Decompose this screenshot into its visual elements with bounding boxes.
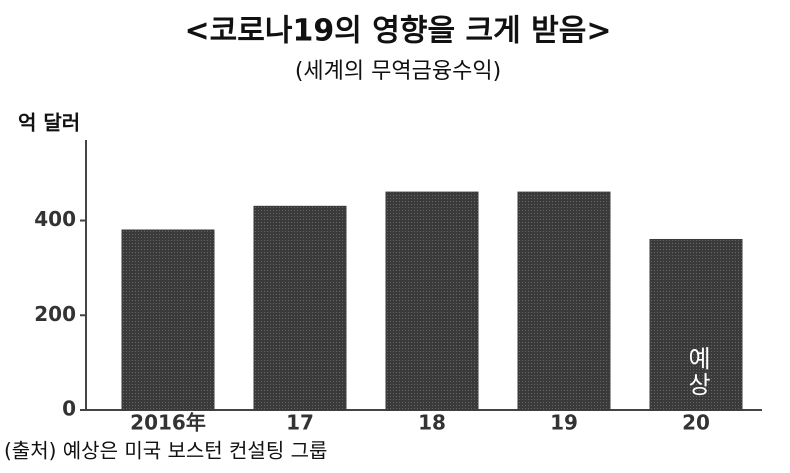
source-note: (출처) 예상은 미국 보스턴 컨설팅 그룹 xyxy=(4,439,327,463)
x-tick-label: 17 xyxy=(286,411,314,435)
x-tick-label: 19 xyxy=(550,411,578,435)
chart-subtitle: (세계의 무역금융수익) xyxy=(295,59,501,84)
chart-title: <코로나19의 영향을 크게 받음> xyxy=(185,14,612,49)
bar xyxy=(517,191,611,411)
y-tick-label: 200 xyxy=(34,302,76,326)
bar xyxy=(121,229,215,411)
y-tick-label: 0 xyxy=(62,397,76,421)
bar-annotation: 예상 xyxy=(683,346,711,398)
bar xyxy=(253,205,347,411)
bar xyxy=(385,191,479,411)
y-axis-title: 억 달러 xyxy=(18,111,80,135)
bar xyxy=(649,238,743,411)
x-tick-label: 18 xyxy=(418,411,446,435)
x-tick-label: 2016年 xyxy=(130,411,206,435)
y-tick-label: 400 xyxy=(34,207,76,231)
x-tick-label: 20 xyxy=(682,411,710,435)
